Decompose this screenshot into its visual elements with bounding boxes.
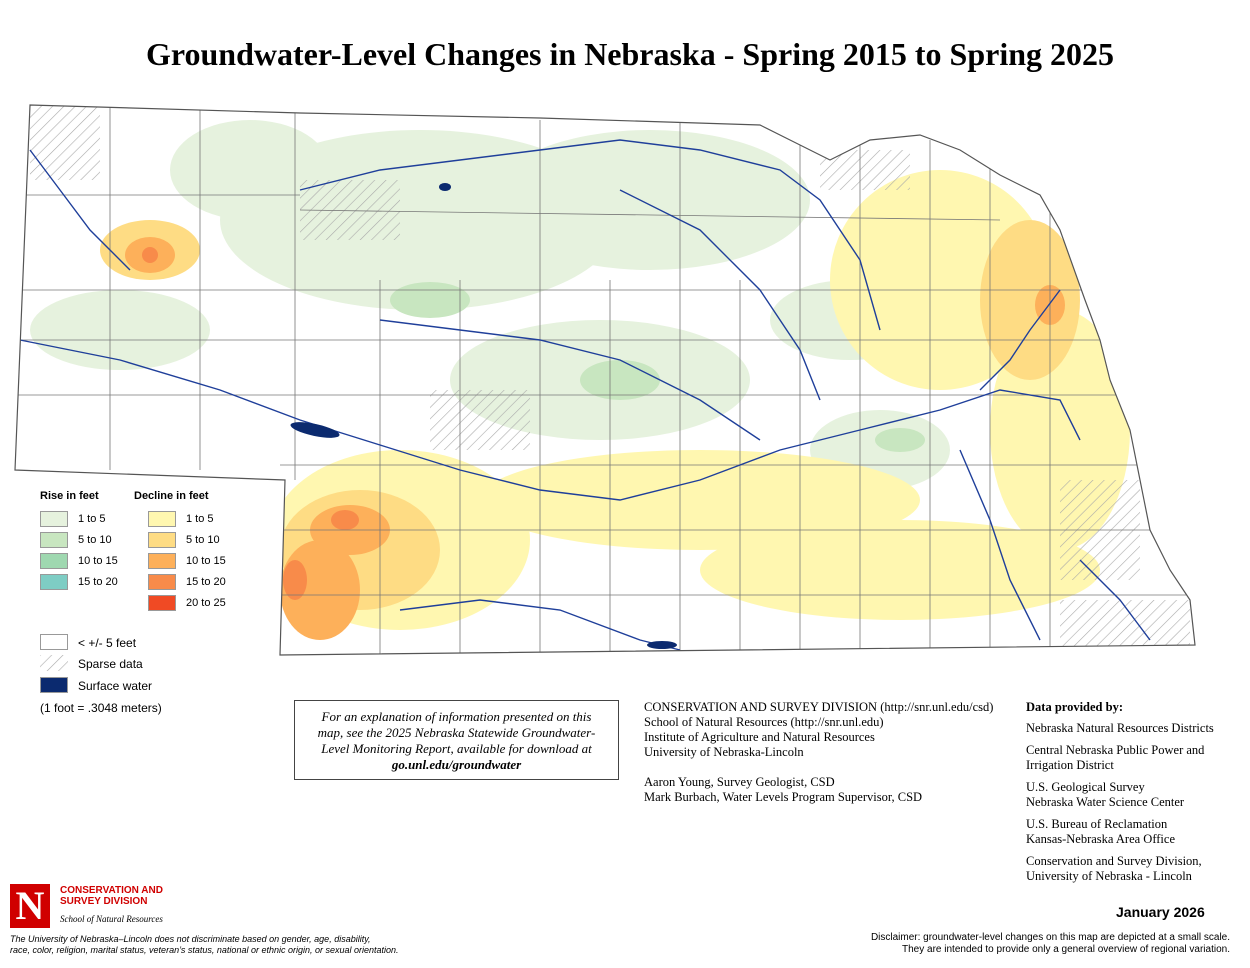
swatch (40, 532, 68, 548)
provider: Conservation and Survey Division, Univers… (1026, 854, 1214, 884)
credits: CONSERVATION AND SURVEY DIVISION (http:/… (644, 700, 993, 805)
swatch (40, 574, 68, 590)
credit-line: Institute of Agriculture and Natural Res… (644, 730, 875, 744)
provider: Central Nebraska Public Power and Irrigat… (1026, 743, 1214, 773)
swatch (148, 511, 176, 527)
credit-line: CONSERVATION AND SURVEY DIVISION (http:/… (644, 700, 994, 714)
provider-line: Kansas-Nebraska Area Office (1026, 832, 1176, 846)
legend-label: 5 to 10 (78, 534, 112, 546)
providers-heading: Data provided by: (1026, 700, 1124, 714)
provider-line: Nebraska Water Science Center (1026, 795, 1185, 809)
explanation-line: map, see the 2025 Nebraska Statewide Gro… (317, 725, 596, 740)
explanation-line: For an explanation of information presen… (321, 709, 592, 724)
swatch (148, 595, 176, 611)
provider: U.S. Bureau of Reclamation Kansas-Nebrask… (1026, 817, 1214, 847)
logo-letter: N (10, 884, 50, 928)
explanation-line: Level Monitoring Report, available for d… (321, 741, 592, 756)
footer-line: The University of Nebraska–Lincoln does … (10, 934, 371, 944)
provider-line: Conservation and Survey Division, (1026, 854, 1202, 868)
credit-line: University of Nebraska-Lincoln (644, 745, 804, 759)
legend-label: Sparse data (78, 657, 143, 671)
provider-line: U.S. Bureau of Reclamation (1026, 817, 1168, 831)
footer-line: race, color, religion, marital status, v… (10, 945, 399, 955)
logo-text: CONSERVATION AND (60, 885, 163, 896)
credit-line: School of Natural Resources (http://snr.… (644, 715, 884, 729)
logo-school: School of Natural Resources (60, 914, 163, 924)
legend-label: 10 to 15 (78, 555, 118, 567)
author-line: Mark Burbach, Water Levels Program Super… (644, 790, 923, 804)
logo-text: SURVEY DIVISION (60, 896, 148, 907)
swatch (148, 553, 176, 569)
conversion-note: (1 foot = .3048 meters) (40, 701, 162, 715)
explanation-link[interactable]: go.unl.edu/groundwater (391, 757, 522, 772)
provider: Nebraska Natural Resources Districts (1026, 721, 1214, 736)
legend-label: 15 to 20 (186, 576, 226, 588)
providers: Nebraska Natural Resources Districts Cent… (1026, 721, 1214, 891)
provider-line: University of Nebraska - Lincoln (1026, 869, 1192, 883)
legend-label: 5 to 10 (186, 534, 220, 546)
map-title: Groundwater-Level Changes in Nebraska - … (145, 36, 1115, 72)
provider-line: Irrigation District (1026, 758, 1114, 772)
provider-line: Nebraska Natural Resources Districts (1026, 721, 1214, 735)
author-line: Aaron Young, Survey Geologist, CSD (644, 775, 835, 789)
legend-heading: Decline in feet (134, 490, 209, 502)
provider: U.S. Geological Survey Nebraska Water Sci… (1026, 780, 1214, 810)
legend-label: < +/- 5 feet (78, 636, 137, 650)
legend-heading: Rise in feet (40, 490, 99, 502)
disclaimer: Disclaimer: groundwater-level changes on… (871, 932, 1230, 956)
legend-label: 15 to 20 (78, 576, 118, 588)
date: January 2026 (1116, 904, 1205, 920)
swatch (148, 532, 176, 548)
swatch (40, 677, 68, 693)
nondiscrimination: The University of Nebraska–Lincoln does … (10, 934, 399, 956)
explanation-box: For an explanation of information presen… (294, 700, 619, 780)
provider-line: Central Nebraska Public Power and (1026, 743, 1205, 757)
legend-label: 1 to 5 (78, 513, 106, 525)
legend-label: 10 to 15 (186, 555, 226, 567)
footer-line: They are intended to provide only a gene… (902, 944, 1230, 955)
swatch (40, 553, 68, 569)
logo-division: CONSERVATION AND SURVEY DIVISION (60, 885, 163, 907)
swatch (40, 634, 68, 650)
swatch (148, 574, 176, 590)
legend-label: 20 to 25 (186, 597, 226, 609)
swatch (40, 511, 68, 527)
footer-line: Disclaimer: groundwater-level changes on… (870, 932, 1230, 943)
swatch (40, 655, 68, 671)
map-fill (15, 105, 1195, 655)
legend-label: Surface water (78, 679, 153, 693)
provider-line: U.S. Geological Survey (1026, 780, 1145, 794)
legend-label: 1 to 5 (186, 513, 214, 525)
